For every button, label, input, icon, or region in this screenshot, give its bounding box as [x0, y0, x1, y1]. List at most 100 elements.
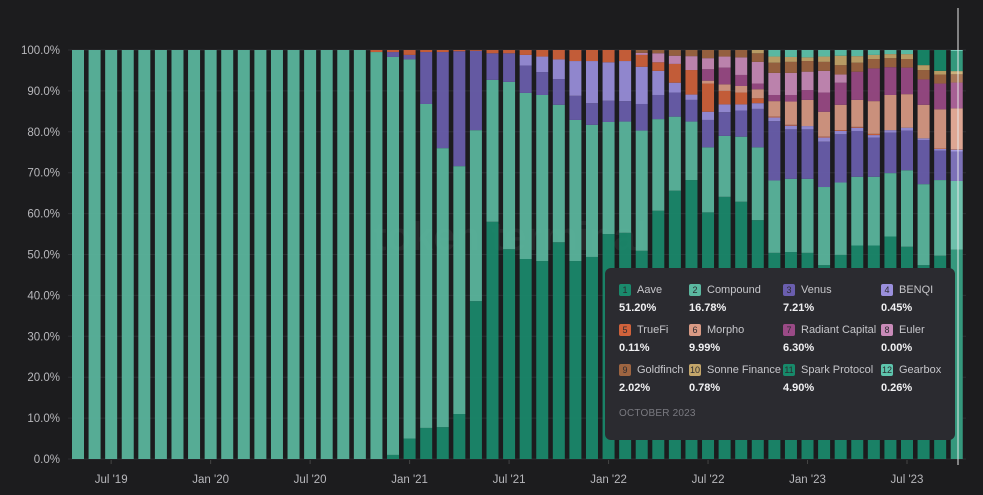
bar-stack-2019-12[interactable] — [188, 50, 201, 459]
bar-segment-truefi[interactable] — [536, 50, 549, 57]
bar-segment-venus[interactable] — [851, 130, 864, 177]
bar-segment-truefi[interactable] — [735, 92, 748, 105]
bar-segment-aave[interactable] — [387, 454, 400, 459]
bar-segment-radiant-capital[interactable] — [884, 67, 897, 95]
bar-segment-truefi[interactable] — [784, 124, 797, 126]
bar-segment-benqi[interactable] — [619, 61, 632, 102]
bar-segment-morpho[interactable] — [917, 104, 930, 139]
bar-segment-truefi[interactable] — [668, 63, 681, 83]
bar-segment-benqi[interactable] — [536, 56, 549, 73]
bar-segment-sonne-finance[interactable] — [884, 54, 897, 59]
bar-segment-venus[interactable] — [934, 150, 947, 181]
bar-segment-sonne-finance[interactable] — [784, 56, 797, 62]
bar-segment-sonne-finance[interactable] — [834, 55, 847, 66]
bar-segment-gearbox[interactable] — [867, 50, 880, 55]
bar-segment-goldfinch[interactable] — [768, 62, 781, 73]
bar-segment-goldfinch[interactable] — [751, 53, 764, 62]
bar-segment-sonne-finance[interactable] — [917, 65, 930, 71]
bar-segment-compound[interactable] — [784, 178, 797, 253]
bar-segment-morpho[interactable] — [834, 104, 847, 131]
bar-segment-compound[interactable] — [320, 50, 333, 459]
bar-stack-2020-08[interactable] — [320, 50, 333, 459]
bar-segment-radiant-capital[interactable] — [818, 92, 831, 112]
bar-segment-benqi[interactable] — [735, 104, 748, 111]
bar-segment-benqi[interactable] — [519, 54, 532, 66]
bar-segment-goldfinch[interactable] — [718, 50, 731, 57]
bar-segment-venus[interactable] — [751, 108, 764, 148]
bar-segment-compound[interactable] — [934, 180, 947, 256]
bar-segment-compound[interactable] — [254, 50, 267, 459]
bar-segment-venus[interactable] — [387, 52, 400, 57]
bar-segment-truefi[interactable] — [751, 98, 764, 104]
bar-segment-compound[interactable] — [171, 50, 184, 459]
bar-segment-compound[interactable] — [768, 180, 781, 253]
bar-segment-benqi[interactable] — [851, 127, 864, 131]
bar-segment-goldfinch[interactable] — [917, 70, 930, 80]
bar-segment-benqi[interactable] — [934, 148, 947, 151]
bar-segment-sonne-finance[interactable] — [867, 54, 880, 59]
bar-segment-venus[interactable] — [503, 53, 516, 82]
bar-segment-gearbox[interactable] — [768, 50, 781, 57]
bar-segment-aave[interactable] — [519, 258, 532, 459]
bar-segment-aave[interactable] — [536, 261, 549, 459]
bar-segment-truefi[interactable] — [503, 50, 516, 54]
bar-segment-venus[interactable] — [784, 129, 797, 179]
bar-segment-compound[interactable] — [154, 50, 167, 459]
bar-segment-euler[interactable] — [735, 57, 748, 75]
bar-segment-spark-protocol[interactable] — [934, 50, 947, 71]
bar-segment-radiant-capital[interactable] — [901, 67, 913, 95]
bar-segment-sonne-finance[interactable] — [768, 56, 781, 63]
bar-stack-2021-05[interactable] — [469, 50, 482, 459]
bar-segment-compound[interactable] — [834, 182, 847, 255]
bar-segment-venus[interactable] — [735, 110, 748, 137]
bar-segment-compound[interactable] — [403, 59, 416, 439]
bar-segment-euler[interactable] — [751, 61, 764, 84]
bar-segment-truefi[interactable] — [569, 50, 582, 62]
bar-segment-sonne-finance[interactable] — [818, 56, 831, 62]
bar-segment-aave[interactable] — [453, 414, 466, 459]
bar-segment-compound[interactable] — [387, 56, 400, 455]
bar-segment-goldfinch[interactable] — [702, 50, 715, 59]
bar-segment-benqi[interactable] — [950, 149, 963, 152]
bar-segment-goldfinch[interactable] — [801, 61, 814, 72]
bar-segment-compound[interactable] — [901, 170, 913, 247]
bar-segment-goldfinch[interactable] — [934, 74, 947, 84]
bar-stack-2020-07[interactable] — [304, 50, 317, 459]
bar-segment-goldfinch[interactable] — [818, 61, 831, 71]
bar-segment-compound[interactable] — [950, 180, 963, 250]
bar-segment-euler[interactable] — [668, 55, 681, 64]
bar-segment-compound[interactable] — [287, 50, 300, 459]
bar-segment-compound[interactable] — [619, 121, 632, 233]
bar-segment-benqi[interactable] — [718, 104, 731, 113]
bar-segment-goldfinch[interactable] — [901, 58, 913, 68]
bar-stack-2021-01[interactable] — [403, 50, 416, 459]
bar-segment-radiant-capital[interactable] — [834, 82, 847, 105]
bar-segment-goldfinch[interactable] — [884, 58, 897, 68]
bar-segment-truefi[interactable] — [702, 83, 715, 112]
bar-segment-goldfinch[interactable] — [950, 74, 963, 83]
bar-segment-venus[interactable] — [884, 132, 897, 174]
bar-segment-truefi[interactable] — [486, 50, 499, 54]
bar-segment-compound[interactable] — [519, 92, 532, 259]
bar-segment-benqi[interactable] — [917, 138, 930, 140]
bar-stack-2020-03[interactable] — [237, 50, 250, 459]
bar-stack-2021-09[interactable] — [536, 50, 549, 459]
bar-segment-gearbox[interactable] — [784, 50, 797, 57]
bar-segment-venus[interactable] — [718, 112, 731, 136]
bar-segment-truefi[interactable] — [867, 133, 880, 136]
bar-segment-goldfinch[interactable] — [668, 50, 681, 56]
bar-segment-compound[interactable] — [685, 121, 698, 181]
bar-segment-morpho[interactable] — [702, 80, 715, 84]
bar-segment-truefi[interactable] — [718, 90, 731, 105]
bar-segment-radiant-capital[interactable] — [768, 94, 781, 102]
bar-stack-2021-11[interactable] — [569, 50, 582, 459]
bar-segment-goldfinch[interactable] — [635, 50, 648, 53]
bar-segment-sonne-finance[interactable] — [950, 71, 963, 75]
bar-segment-aave[interactable] — [469, 301, 482, 459]
bar-segment-euler[interactable] — [652, 53, 665, 63]
bar-segment-truefi[interactable] — [768, 116, 781, 118]
bar-segment-euler[interactable] — [834, 74, 847, 83]
bar-stack-2021-04[interactable] — [453, 50, 466, 459]
bar-stack-2020-04[interactable] — [254, 50, 267, 459]
bar-segment-truefi[interactable] — [652, 62, 665, 71]
